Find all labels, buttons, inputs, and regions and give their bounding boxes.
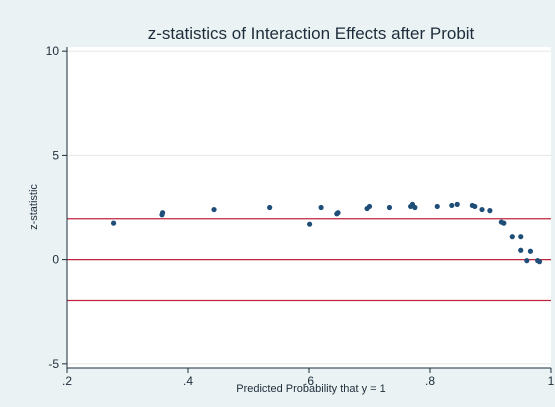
axis-ticks: -5 0 5 10 .2 .4 .6 .8 1 bbox=[46, 44, 555, 388]
x-tick-label: 1 bbox=[548, 374, 555, 388]
data-point bbox=[536, 259, 543, 265]
data-point bbox=[386, 204, 393, 211]
data-point bbox=[524, 258, 530, 264]
data-point bbox=[518, 234, 524, 240]
data-point bbox=[412, 204, 418, 211]
y-tick-label: 0 bbox=[52, 253, 59, 267]
data-point bbox=[527, 248, 534, 254]
x-tick-label: .4 bbox=[183, 374, 193, 388]
y-tick-label: 10 bbox=[46, 44, 60, 58]
data-point bbox=[335, 210, 341, 216]
data-point bbox=[487, 208, 493, 214]
x-tick-label: .6 bbox=[304, 374, 314, 388]
data-point bbox=[267, 204, 273, 211]
data-point bbox=[159, 210, 166, 216]
data-point bbox=[366, 203, 373, 210]
y-axis-label: z-statistic bbox=[28, 184, 40, 230]
data-point bbox=[434, 203, 440, 210]
data-point bbox=[211, 206, 217, 213]
y-tick-label: 5 bbox=[52, 148, 59, 162]
data-points bbox=[110, 201, 543, 265]
y-tick-label: -5 bbox=[48, 357, 59, 371]
data-point bbox=[479, 206, 485, 213]
data-point bbox=[307, 221, 313, 227]
data-point bbox=[518, 247, 524, 253]
data-point bbox=[110, 220, 117, 226]
x-tick-label: .2 bbox=[62, 374, 72, 388]
chart-title: z-statistics of Interaction Effects afte… bbox=[148, 24, 475, 43]
x-tick-label: .8 bbox=[425, 374, 435, 388]
x-axis-label: Predicted Probability that y = 1 bbox=[236, 383, 386, 395]
data-point bbox=[509, 234, 515, 240]
plot-area bbox=[66, 47, 551, 369]
data-point bbox=[449, 202, 455, 209]
data-point bbox=[454, 201, 460, 207]
data-point bbox=[501, 220, 507, 226]
plot-background bbox=[67, 47, 551, 368]
data-point bbox=[472, 203, 478, 210]
data-point bbox=[318, 204, 324, 211]
